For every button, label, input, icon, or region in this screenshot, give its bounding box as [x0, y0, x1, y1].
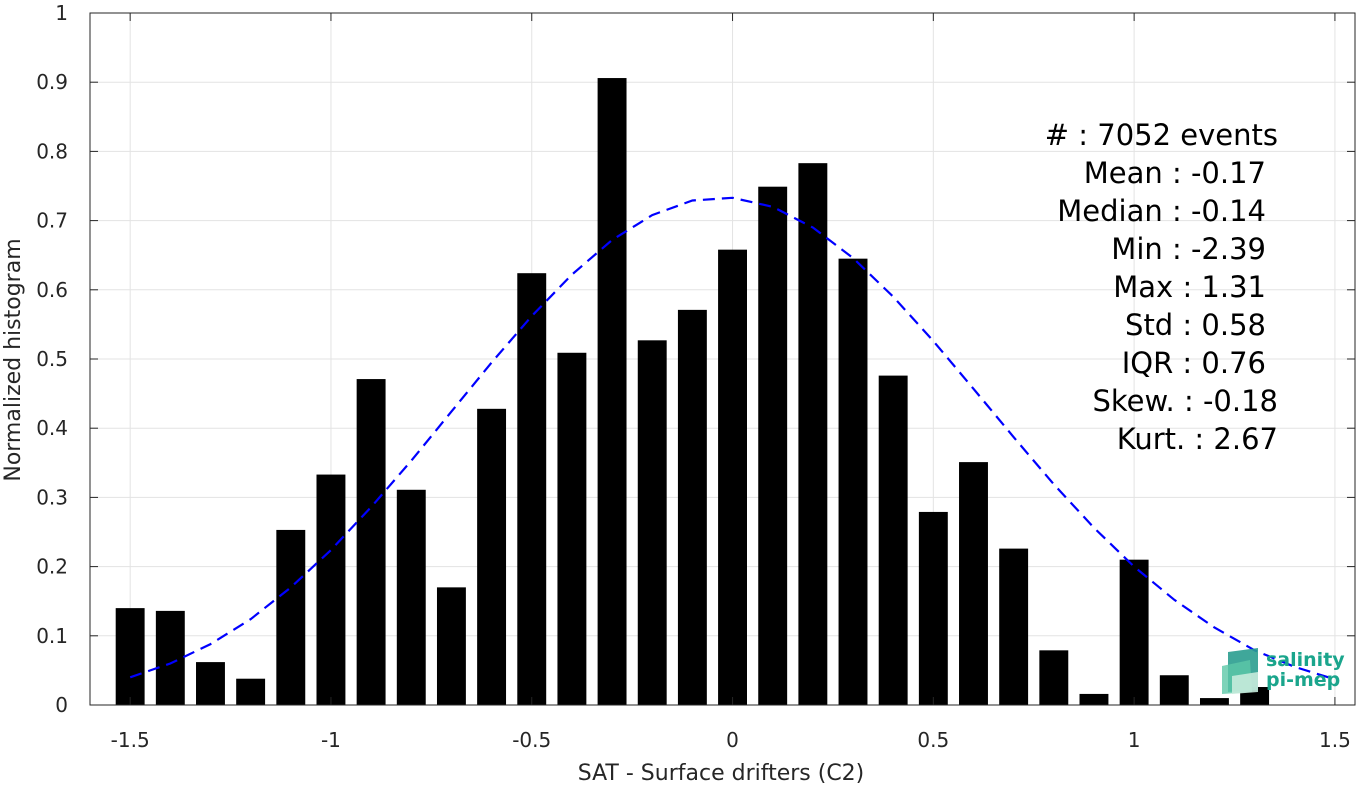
normal-fit-curve: [129, 196, 1336, 681]
histogram-bar: [436, 587, 466, 705]
histogram-bar: [155, 610, 185, 705]
x-tick-label: -1: [321, 728, 341, 752]
y-tick-label: 0.6: [36, 278, 68, 302]
y-tick-label: 0.4: [36, 416, 68, 440]
y-axis-ticks: 0 0.1 0.2 0.3 0.4 0.5 0.6 0.7 0.8 0.9 1: [36, 1, 1355, 717]
x-axis-ticks: -1.5 -1 -0.5 0 0.5 1 1.5: [111, 13, 1351, 752]
histogram-bar: [838, 258, 868, 705]
histogram-bar: [1159, 675, 1189, 705]
y-tick-label: 0.5: [36, 347, 68, 371]
y-tick-label: 1: [55, 1, 68, 25]
histogram-bar: [959, 462, 988, 705]
x-tick-label: -0.5: [512, 728, 551, 752]
x-tick-label: 1: [1128, 728, 1141, 752]
salinity-pi-mep-logo: salinity pi-mep: [1222, 648, 1345, 694]
histogram-bar: [396, 489, 426, 705]
histogram-bar: [597, 78, 627, 706]
stat-line: Skew. : -0.18: [1092, 384, 1278, 418]
histogram-bar: [798, 163, 828, 705]
logo-line-1: salinity: [1266, 649, 1345, 671]
histogram-bar: [356, 379, 386, 705]
y-tick-label: 0.1: [36, 624, 68, 648]
logo-line-2: pi-mep: [1266, 669, 1340, 691]
stat-line: Kurt. : 2.67: [1117, 422, 1278, 456]
y-tick-label: 0.7: [36, 209, 68, 233]
histogram-bar: [236, 678, 266, 705]
stat-line: # : 7052 events: [1045, 118, 1278, 152]
histogram-bar: [1039, 650, 1069, 705]
x-tick-label: 1.5: [1319, 728, 1351, 752]
stat-line: Min : -2.39: [1111, 232, 1266, 266]
histogram-bar: [758, 186, 788, 705]
histogram-bar: [196, 662, 225, 705]
stat-line: Median : -0.14: [1057, 194, 1266, 228]
histogram-bar: [276, 529, 306, 705]
histogram-bar: [1079, 693, 1109, 705]
x-tick-label: 0: [726, 728, 739, 752]
histogram-bar: [677, 309, 707, 705]
stat-line: Std : 0.58: [1125, 308, 1266, 342]
x-axis-label: SAT - Surface drifters (C2): [578, 761, 865, 785]
stat-line: Max : 1.31: [1113, 270, 1266, 304]
y-tick-label: 0.2: [36, 555, 68, 579]
y-tick-label: 0: [55, 693, 68, 717]
y-tick-label: 0.9: [36, 70, 68, 94]
x-tick-label: 0.5: [917, 728, 949, 752]
histogram-bar: [517, 273, 547, 705]
histogram-bars: [115, 78, 1270, 706]
histogram-bar: [878, 375, 908, 705]
histogram-bar: [316, 474, 346, 705]
logo-mark: [1222, 648, 1258, 694]
histogram-bar: [718, 249, 747, 705]
y-axis-label: Normalized histogram: [1, 238, 26, 481]
histogram-bar: [477, 408, 507, 705]
histogram-bar: [999, 548, 1029, 705]
y-tick-label: 0.8: [36, 139, 68, 163]
histogram-bar: [637, 340, 667, 705]
histogram-bar: [1199, 698, 1229, 705]
x-tick-label: -1.5: [111, 728, 150, 752]
histogram-bar: [1119, 559, 1149, 705]
stat-line: IQR : 0.76: [1122, 346, 1266, 380]
histogram-bar: [918, 511, 948, 705]
histogram-bar: [115, 608, 145, 705]
stats-box: # : 7052 events Mean : -0.17 Median : -0.1…: [1045, 118, 1278, 456]
histogram-bar: [557, 352, 587, 705]
stat-line: Mean : -0.17: [1084, 156, 1266, 190]
y-tick-label: 0.3: [36, 485, 68, 509]
